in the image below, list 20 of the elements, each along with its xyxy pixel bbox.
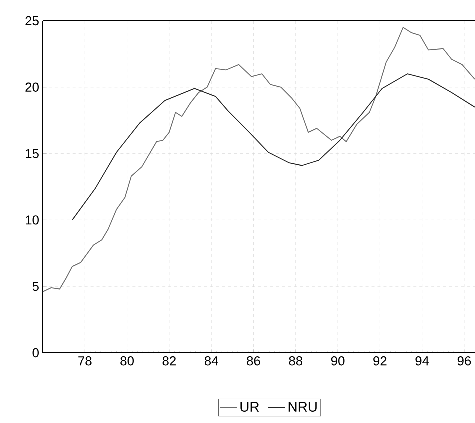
y-tick-label: 25 bbox=[26, 16, 39, 26]
y-tick-label: 0 bbox=[32, 348, 39, 358]
x-tick-label: 90 bbox=[331, 356, 345, 366]
x-tick-label: 88 bbox=[289, 356, 303, 366]
x-tick-label: 84 bbox=[204, 356, 218, 366]
legend-label: NRU bbox=[288, 402, 317, 412]
legend-label: UR bbox=[240, 402, 260, 412]
line-series bbox=[42, 27, 475, 292]
x-tick-label: 80 bbox=[120, 356, 134, 366]
y-tick-label: 5 bbox=[32, 282, 39, 292]
x-tick-label: 78 bbox=[78, 356, 92, 366]
line-series bbox=[72, 74, 475, 221]
x-tick-label: 82 bbox=[162, 356, 176, 366]
x-tick-label: 96 bbox=[458, 356, 472, 366]
y-tick-label: 15 bbox=[26, 149, 39, 158]
y-tick-label: 20 bbox=[26, 82, 39, 92]
y-tick-label: 10 bbox=[26, 216, 39, 225]
x-tick-label: 86 bbox=[247, 356, 260, 366]
x-tick-label: 94 bbox=[416, 356, 430, 366]
x-tick-label: 92 bbox=[374, 356, 387, 366]
